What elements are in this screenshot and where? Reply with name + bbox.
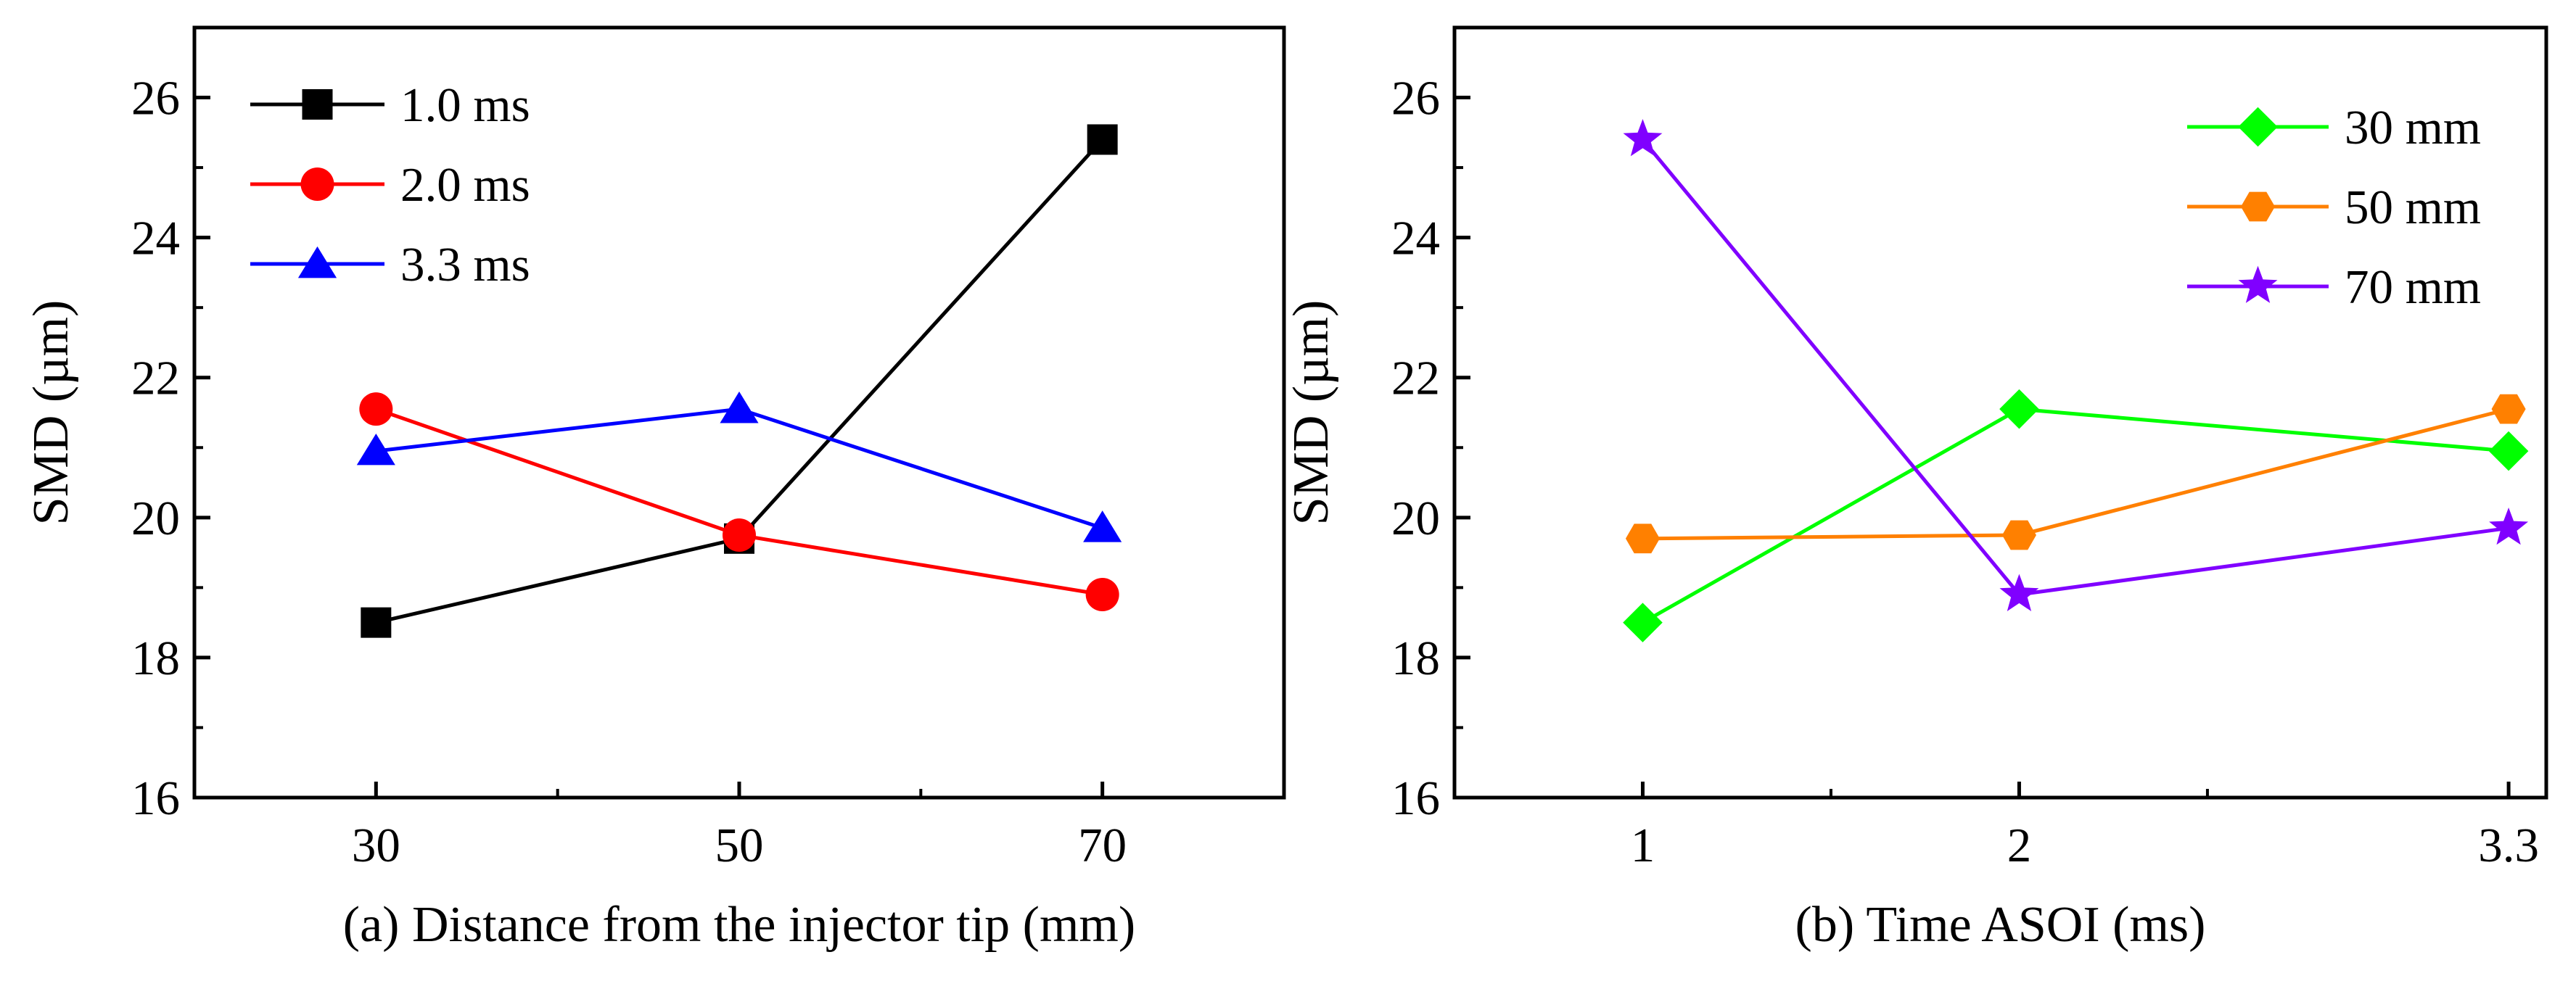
data-point-marker bbox=[1087, 124, 1118, 155]
y-tick-label: 24 bbox=[131, 212, 180, 265]
legend-label: 70 mm bbox=[2345, 260, 2481, 314]
y-tick-label: 22 bbox=[131, 352, 180, 405]
legend-marker bbox=[2238, 265, 2278, 303]
legend-marker bbox=[297, 246, 337, 278]
series-line bbox=[1642, 407, 2509, 541]
data-point-marker bbox=[1623, 603, 1663, 642]
x-tick-label: 1 bbox=[1631, 819, 1655, 872]
y-tick-label: 16 bbox=[131, 771, 180, 825]
x-axis-label: (a) Distance from the injector tip (mm) bbox=[343, 897, 1135, 953]
legend-marker bbox=[300, 167, 334, 201]
data-point-marker bbox=[2488, 431, 2529, 471]
data-point-marker bbox=[359, 392, 393, 426]
series-2 bbox=[359, 392, 1119, 612]
data-point-marker bbox=[356, 433, 395, 465]
data-point-marker bbox=[723, 518, 756, 552]
legend-label: 30 mm bbox=[2345, 101, 2481, 154]
y-tick-label: 24 bbox=[1391, 212, 1440, 265]
x-tick-label: 70 bbox=[1078, 819, 1127, 872]
data-point-marker bbox=[720, 392, 759, 423]
y-tick-label: 18 bbox=[1391, 632, 1440, 685]
series-3 bbox=[1623, 119, 2529, 611]
data-point-marker bbox=[1083, 510, 1122, 542]
data-point-marker bbox=[2489, 507, 2529, 545]
data-point-marker bbox=[1623, 119, 1663, 157]
data-point-marker bbox=[1999, 389, 2039, 429]
panel-b-chart: 16 18 20 22 24 26 1 2 3.3 (b) Time ASOI (ms) SMD (… bbox=[1283, 25, 2548, 953]
x-axis-label: (b) Time ASOI (ms) bbox=[1795, 897, 2206, 953]
legend: 1.0 ms 2.0 ms 3.3 ms bbox=[250, 78, 530, 291]
series-3 bbox=[356, 392, 1122, 542]
legend-label: 3.3 ms bbox=[400, 238, 530, 291]
data-point-marker bbox=[1085, 578, 1119, 612]
x-tick-label: 2 bbox=[2007, 819, 2032, 872]
series-line bbox=[376, 407, 1103, 530]
x-tick-label: 30 bbox=[352, 819, 400, 872]
x-tick-label: 3.3 bbox=[2478, 819, 2539, 872]
series-2 bbox=[1625, 394, 2526, 554]
y-axis-label: SMD (µm) bbox=[23, 300, 79, 526]
y-tick-label: 16 bbox=[1391, 771, 1440, 825]
legend-label: 1.0 ms bbox=[400, 78, 530, 132]
plot-frame bbox=[1452, 25, 2548, 800]
legend-marker bbox=[2240, 191, 2276, 222]
y-tick-label: 20 bbox=[131, 492, 180, 545]
y-tick-label: 22 bbox=[1391, 352, 1440, 405]
data-point-marker bbox=[1625, 524, 1661, 554]
y-axis-label: SMD (µm) bbox=[1283, 300, 1339, 526]
legend-label: 2.0 ms bbox=[400, 158, 530, 212]
y-tick-label: 26 bbox=[1391, 72, 1440, 125]
y-tick-label: 18 bbox=[131, 632, 180, 685]
y-tick-label: 26 bbox=[131, 72, 180, 125]
y-tick-label: 20 bbox=[1391, 492, 1440, 545]
legend-label: 50 mm bbox=[2345, 181, 2481, 234]
data-point-marker bbox=[361, 607, 392, 638]
data-point-marker bbox=[1999, 574, 2039, 611]
panel-a-chart: 16 18 20 22 24 26 30 50 70 (a) Distance from the … bbox=[23, 25, 1286, 953]
legend-marker bbox=[302, 89, 333, 120]
x-tick-label: 50 bbox=[715, 819, 764, 872]
series-1 bbox=[1623, 389, 2529, 642]
legend-marker bbox=[2238, 107, 2278, 147]
legend: 30 mm 50 mm 70 mm bbox=[2187, 101, 2481, 314]
data-point-marker bbox=[2001, 520, 2036, 550]
data-point-marker bbox=[2491, 394, 2526, 424]
